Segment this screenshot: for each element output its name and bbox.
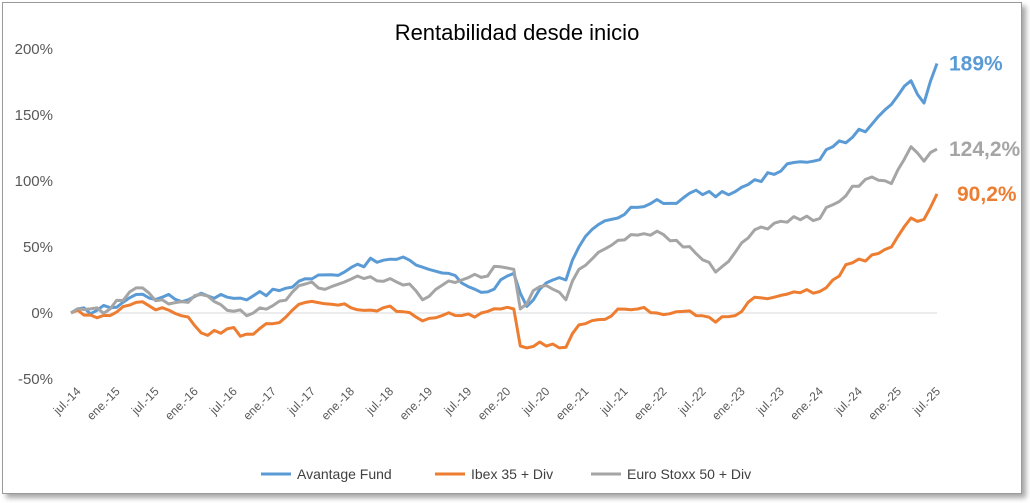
y-axis: -50% 0% 50% 100% 150% 200% <box>15 41 937 388</box>
x-tick-label: jul.-19 <box>441 384 475 418</box>
x-axis: jul.-14 ene.-15 jul.-15 ene.-16 jul.-16 ene.-… <box>50 384 943 423</box>
x-tick-label: ene.-17 <box>240 384 279 423</box>
y-tick-label: 100% <box>15 173 53 190</box>
y-tick-label: 150% <box>15 107 53 124</box>
chart-title: Rentabilidad desde inicio <box>395 20 640 45</box>
x-tick-label: jul.-15 <box>128 384 162 418</box>
end-value-label-0: 189% <box>949 53 1003 76</box>
legend-label: Euro Stoxx 50 + Div <box>627 466 751 482</box>
y-tick-label: 50% <box>23 239 53 256</box>
line-chart: Rentabilidad desde inicio -50% 0% 50% 100% 1… <box>15 20 1021 482</box>
series-line-2 <box>70 145 938 318</box>
x-tick-label: ene.-24 <box>787 384 826 423</box>
x-tick-label: ene.-16 <box>162 384 201 423</box>
end-value-label-1: 90,2% <box>957 183 1017 206</box>
x-tick-label: ene.-23 <box>709 384 748 423</box>
x-tick-label: ene.-20 <box>475 384 514 423</box>
x-tick-label: ene.-19 <box>397 384 436 423</box>
chart-frame: Rentabilidad desde inicio -50% 0% 50% 100% 1… <box>2 2 1022 494</box>
legend: Avantage Fund Ibex 35 + Div Euro Stoxx 50 … <box>261 466 751 482</box>
y-tick-label: -50% <box>18 371 53 388</box>
x-tick-label: jul.-17 <box>284 384 318 418</box>
legend-label: Ibex 35 + Div <box>471 466 553 482</box>
y-tick-label: 0% <box>31 305 53 322</box>
x-tick-label: jul.-16 <box>206 384 240 418</box>
series-line-0 <box>70 62 939 316</box>
x-tick-label: jul.-23 <box>753 384 787 418</box>
y-tick-label: 200% <box>15 41 53 58</box>
legend-label: Avantage Fund <box>297 466 392 482</box>
end-labels: 189% 90,2% 124,2% <box>949 53 1021 206</box>
x-tick-label: ene.-25 <box>865 384 904 423</box>
x-tick-label: jul.-24 <box>831 384 865 418</box>
x-tick-label: ene.-22 <box>631 384 670 423</box>
x-tick-label: jul.-21 <box>597 384 631 418</box>
series-line-1 <box>70 193 939 350</box>
x-tick-label: ene.-18 <box>318 384 357 423</box>
x-tick-label: jul.-14 <box>50 384 84 418</box>
x-tick-label: ene.-21 <box>553 384 592 423</box>
x-tick-label: jul.-20 <box>519 384 553 418</box>
x-tick-label: ene.-15 <box>84 384 123 423</box>
x-tick-label: jul.-18 <box>362 384 396 418</box>
x-tick-label: jul.-22 <box>675 384 709 418</box>
x-tick-label: jul.-25 <box>909 384 943 418</box>
series-lines <box>70 62 939 350</box>
end-value-label-2: 124,2% <box>949 138 1021 161</box>
